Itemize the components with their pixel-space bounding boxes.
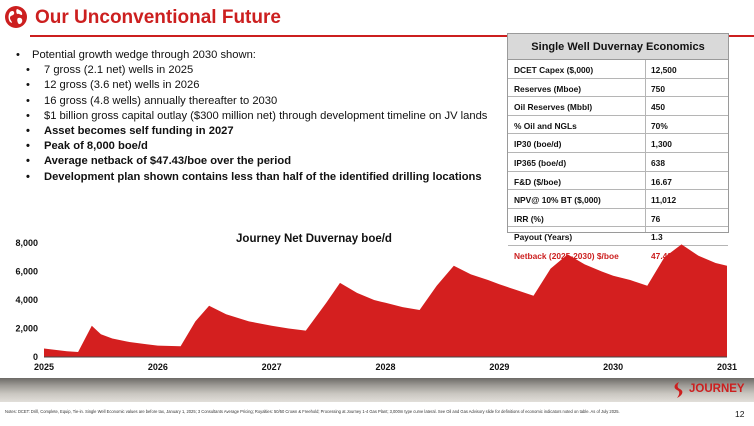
row-value: 750 [651, 83, 665, 94]
row-value: 12,500 [651, 65, 677, 75]
sub-bullet-dot: • [26, 94, 30, 107]
x-tick-label: 2027 [262, 362, 282, 372]
table-row: NPV@ 10% BT ($,000) 11,012 [508, 190, 728, 209]
table-row: IRR (%) 76 [508, 209, 728, 228]
sub-bullet-text: 12 gross (3.6 net) wells in 2026 [44, 79, 200, 92]
table-row: F&D ($/boe) 16.67 [508, 172, 728, 191]
chart-svg: 0 2,000 4,000 6,000 8,000 2025 2026 2027 2028 202… [15, 238, 737, 372]
sub-bullet-dot: • [26, 79, 30, 92]
journey-swirl-icon [674, 382, 683, 398]
sub-bullet-text: Development plan shown contains less tha… [44, 170, 482, 183]
row-label: % Oil and NGLs [514, 120, 577, 131]
x-tick-label: 2031 [717, 362, 737, 372]
y-tick-label: 4,000 [15, 295, 38, 305]
y-tick-label: 0 [33, 352, 38, 362]
row-label: IP30 (boe/d) [514, 139, 562, 150]
sub-bullet-dot: • [26, 155, 30, 168]
table-row: Oil Reserves (Mbbl) 450 [508, 97, 728, 116]
sub-bullet-text: Peak of 8,000 boe/d [44, 140, 148, 153]
y-tick-label: 6,000 [15, 267, 38, 277]
sub-bullet-item-bold: • Asset becomes self funding in 2027 [24, 124, 517, 139]
row-value: 70% [651, 120, 668, 131]
y-tick-label: 8,000 [15, 238, 38, 248]
sub-bullet-item-bold: • Average netback of $47.43/boe over the … [24, 154, 517, 169]
row-value: 11,012 [651, 195, 677, 206]
x-tick-label: 2025 [34, 362, 54, 372]
row-value: 1.3 [651, 232, 663, 243]
footer-floor-band [0, 378, 754, 402]
x-tick-label: 2026 [148, 362, 168, 372]
row-label: IP365 (boe/d) [514, 157, 567, 168]
chart-title: Journey Net Duvernay boe/d [236, 233, 392, 245]
row-value: 47.43 [651, 250, 672, 261]
bullet-intro-text: Potential growth wedge through 2030 show… [32, 49, 256, 61]
sub-bullet-text: Asset becomes self funding in 2027 [44, 125, 234, 138]
table-row: DCET Capex ($,000) 12,500 [508, 60, 728, 79]
area-series [44, 244, 727, 357]
sub-bullet-dot: • [26, 140, 30, 153]
table-row: Payout (Years) 1.3 [508, 227, 728, 246]
slide-header: Our Unconventional Future [0, 0, 754, 38]
sub-bullet-dot: • [26, 125, 30, 138]
row-value: 450 [651, 102, 665, 113]
economics-table-title: Single Well Duvernay Economics [508, 34, 728, 60]
table-row: Reserves (Mboe) 750 [508, 79, 728, 98]
x-tick-label: 2028 [375, 362, 395, 372]
row-value: 638 [651, 157, 665, 168]
row-label: Oil Reserves (Mbbl) [514, 102, 593, 113]
sub-bullet-item: • 12 gross (3.6 net) wells in 2026 [24, 78, 517, 93]
row-label: Payout (Years) [514, 232, 573, 243]
row-value: 76 [651, 213, 661, 224]
table-row: IP30 (boe/d) 1,300 [508, 134, 728, 153]
title-underline [30, 35, 754, 37]
footnotes: Notes: DCET: Drill, Complete, Equip, Tie… [5, 409, 620, 414]
sub-bullet-text: 7 gross (2.1 net) wells in 2025 [44, 64, 194, 77]
bullet-intro: • Potential growth wedge through 2030 sh… [12, 48, 517, 63]
table-column-divider [645, 60, 646, 232]
x-tick-label: 2029 [489, 362, 509, 372]
sub-bullet-item-bold: • Peak of 8,000 boe/d [24, 139, 517, 154]
table-row: IP365 (boe/d) 638 [508, 153, 728, 172]
row-label: NPV@ 10% BT ($,000) [514, 195, 601, 206]
bullet-dot: • [16, 49, 20, 61]
sub-bullet-text: 16 gross (4.8 wells) annually thereafter… [44, 94, 278, 107]
row-value: 16.67 [651, 176, 672, 187]
sub-bullet-item-bold: • Development plan shown contains less th… [24, 170, 517, 185]
page-title: Our Unconventional Future [35, 7, 281, 28]
sub-bullet-list: • 7 gross (2.1 net) wells in 2025 • 12 gro… [24, 63, 517, 185]
page-number: 12 [735, 409, 745, 419]
row-value: 1,300 [651, 139, 672, 150]
sub-bullet-text: Average netback of $47.43/boe over the p… [44, 155, 292, 168]
production-chart: Journey Net Duvernay boe/d 0 2,000 4,000 6,… [0, 230, 754, 375]
economics-table: Single Well Duvernay Economics DCET Cape… [507, 33, 729, 261]
table-row: % Oil and NGLs 70% [508, 116, 728, 135]
sub-bullet-dot: • [26, 64, 30, 77]
sub-bullet-dot: • [26, 109, 30, 122]
bullet-list: • Potential growth wedge through 2030 sh… [12, 48, 517, 185]
sub-bullet-item: • $1 billion gross capital outlay ($300 m… [24, 109, 517, 124]
row-label: DCET Capex ($,000) [514, 65, 594, 75]
y-tick-label: 2,000 [15, 324, 38, 334]
sub-bullet-item: • 7 gross (2.1 net) wells in 2025 [24, 63, 517, 78]
row-label: Reserves (Mboe) [514, 83, 582, 94]
x-tick-label: 2030 [603, 362, 623, 372]
globe-logo-icon [5, 6, 27, 28]
row-label: IRR (%) [514, 213, 544, 224]
sub-bullet-item: • 16 gross (4.8 wells) annually thereafte… [24, 94, 517, 109]
row-label: F&D ($/boe) [514, 176, 561, 187]
sub-bullet-dot: • [26, 170, 30, 183]
brand-wordmark: JOURNEY [689, 383, 745, 395]
sub-bullet-text: $1 billion gross capital outlay ($300 mi… [44, 109, 488, 122]
journey-logo: JOURNEY [670, 381, 754, 399]
